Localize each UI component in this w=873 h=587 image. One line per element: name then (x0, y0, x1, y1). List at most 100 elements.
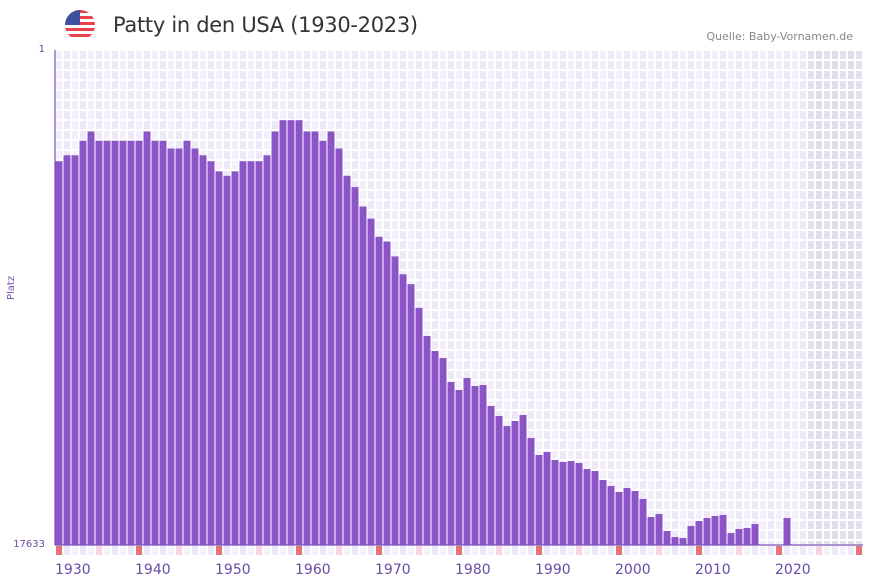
grid-cell (784, 331, 790, 339)
grid-cell (280, 111, 286, 119)
grid-cell (688, 151, 694, 159)
grid-cell (816, 211, 822, 219)
grid-cell (552, 251, 558, 259)
grid-cell (712, 471, 718, 479)
grid-cell (240, 151, 246, 159)
grid-cell (480, 341, 486, 349)
grid-cell (632, 91, 638, 99)
grid-cell (728, 481, 734, 489)
grid-cell (584, 281, 590, 289)
grid-cell (272, 121, 278, 129)
grid-cell (648, 461, 654, 469)
grid-cell (200, 121, 206, 129)
grid-cell (752, 261, 758, 269)
grid-cell (704, 71, 710, 79)
grid-cell (784, 231, 790, 239)
grid-cell (296, 51, 302, 59)
grid-cell (440, 201, 446, 209)
grid-cell (824, 81, 830, 89)
grid-cell (456, 251, 462, 259)
grid-cell (88, 51, 94, 59)
grid-cell (616, 391, 622, 399)
grid-cell (512, 101, 518, 109)
grid-cell (448, 61, 454, 69)
grid-cell (664, 71, 670, 79)
grid-cell (744, 391, 750, 399)
grid-cell (600, 451, 606, 459)
grid-cell (624, 361, 630, 369)
grid-cell (512, 361, 518, 369)
grid-cell (704, 111, 710, 119)
grid-cell (736, 411, 742, 419)
grid-cell (528, 71, 534, 79)
grid-cell (656, 51, 662, 59)
grid-cell (584, 341, 590, 349)
grid-cell (432, 341, 438, 349)
grid-cell (528, 271, 534, 279)
grid-cell (800, 131, 806, 139)
grid-cell (616, 201, 622, 209)
grid-cell (784, 271, 790, 279)
grid-cell (824, 171, 830, 179)
grid-cell (760, 331, 766, 339)
grid-cell (112, 121, 118, 129)
grid-cell (672, 131, 678, 139)
grid-cell (768, 471, 774, 479)
grid-cell (56, 111, 62, 119)
grid-cell (256, 61, 262, 69)
grid-cell (560, 191, 566, 199)
grid-cell (816, 391, 822, 399)
grid-cell (432, 241, 438, 249)
grid-cell (384, 181, 390, 189)
grid-cell (720, 511, 726, 519)
grid-cell (296, 61, 302, 69)
grid-cell (576, 231, 582, 239)
grid-cell (520, 251, 526, 259)
grid-cell (312, 61, 318, 69)
grid-cell (288, 61, 294, 69)
grid-cell (584, 291, 590, 299)
grid-cell (792, 391, 798, 399)
grid-cell (680, 351, 686, 359)
grid-cell (480, 91, 486, 99)
grid-cell (552, 421, 558, 429)
grid-cell (800, 181, 806, 189)
grid-cell (800, 231, 806, 239)
grid-cell (488, 311, 494, 319)
source-credit[interactable]: Quelle: Baby-Vornamen.de (706, 30, 853, 43)
grid-cell (496, 91, 502, 99)
grid-cell (560, 321, 566, 329)
year-marker (344, 546, 350, 555)
grid-cell (688, 371, 694, 379)
grid-cell (648, 411, 654, 419)
grid-cell (568, 111, 574, 119)
grid-cell (808, 81, 814, 89)
grid-cell (512, 291, 518, 299)
grid-cell (760, 141, 766, 149)
grid-cell (704, 251, 710, 259)
grid-cell (712, 491, 718, 499)
grid-cell (600, 301, 606, 309)
grid-cell (784, 51, 790, 59)
grid-cell (288, 81, 294, 89)
grid-cell (752, 191, 758, 199)
year-marker (288, 546, 294, 555)
grid-cell (552, 91, 558, 99)
grid-cell (520, 231, 526, 239)
grid-cell (672, 51, 678, 59)
grid-cell (728, 511, 734, 519)
grid-cell (496, 161, 502, 169)
grid-cell (632, 61, 638, 69)
grid-cell (488, 131, 494, 139)
grid-cell (424, 221, 430, 229)
grid-cell (720, 201, 726, 209)
grid-cell (768, 291, 774, 299)
grid-cell (824, 141, 830, 149)
grid-cell (824, 461, 830, 469)
grid-cell (656, 471, 662, 479)
grid-cell (688, 111, 694, 119)
grid-cell (592, 111, 598, 119)
grid-cell (184, 111, 190, 119)
grid-cell (816, 81, 822, 89)
grid-cell (688, 471, 694, 479)
